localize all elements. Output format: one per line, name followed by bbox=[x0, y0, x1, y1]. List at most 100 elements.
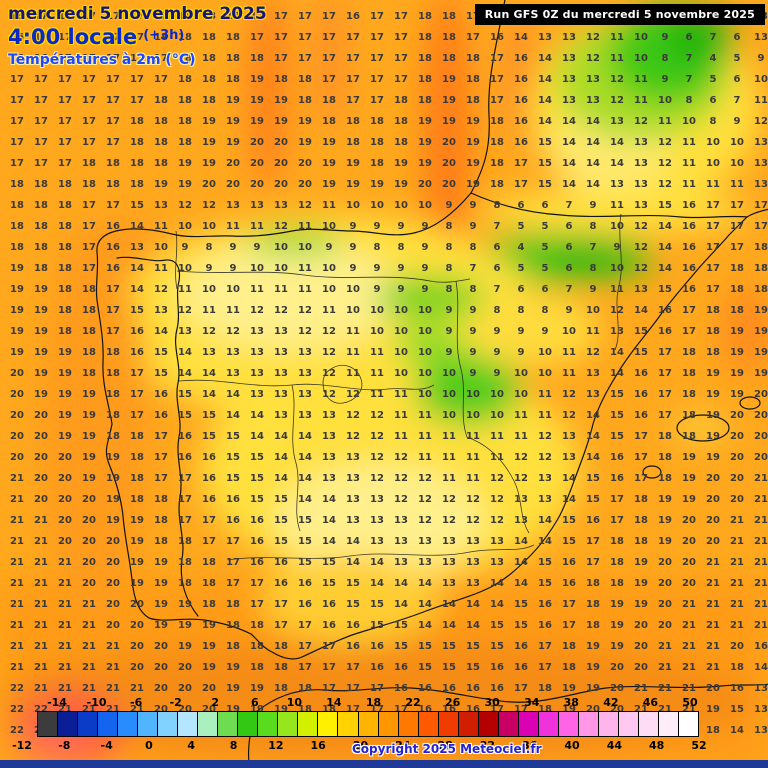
temp-value: 19 bbox=[226, 116, 240, 127]
temp-value: 21 bbox=[82, 704, 96, 715]
temp-value: 9 bbox=[397, 221, 405, 232]
temp-value: 20 bbox=[586, 704, 600, 715]
temp-value: 17 bbox=[298, 11, 312, 22]
temp-value: 22 bbox=[10, 725, 24, 736]
temp-value: 19 bbox=[82, 473, 96, 484]
temp-value: 17 bbox=[394, 74, 408, 85]
temp-value: 13 bbox=[322, 473, 336, 484]
temp-value: 14 bbox=[754, 662, 768, 673]
temp-value: 11 bbox=[490, 431, 504, 442]
temp-value: 12 bbox=[250, 305, 264, 316]
temp-value: 19 bbox=[154, 179, 168, 190]
temp-value: 17 bbox=[34, 116, 48, 127]
temp-value: 15 bbox=[178, 389, 192, 400]
temp-value: 17 bbox=[490, 704, 504, 715]
temp-value: 17 bbox=[130, 389, 144, 400]
temp-value: 20 bbox=[442, 137, 456, 148]
temp-value: 13 bbox=[394, 515, 408, 526]
temp-value: 12 bbox=[154, 284, 168, 295]
temp-value: 14 bbox=[130, 284, 144, 295]
temp-value: 8 bbox=[373, 242, 381, 253]
temp-value: 16 bbox=[250, 515, 264, 526]
temp-value: 18 bbox=[562, 641, 576, 652]
temp-value: 19 bbox=[682, 494, 696, 505]
temp-value: 17 bbox=[274, 599, 288, 610]
temp-value: 14 bbox=[130, 263, 144, 274]
temp-value: 11 bbox=[322, 200, 336, 211]
temp-value: 18 bbox=[394, 95, 408, 106]
temp-value: 14 bbox=[490, 578, 504, 589]
temp-value: 19 bbox=[250, 704, 264, 715]
temp-value: 18 bbox=[58, 263, 72, 274]
temp-value: 16 bbox=[610, 452, 624, 463]
temp-value: 16 bbox=[250, 557, 264, 568]
temp-value: 10 bbox=[346, 200, 360, 211]
temp-value: 17 bbox=[322, 662, 336, 673]
temp-value: 9 bbox=[757, 53, 765, 64]
temp-value: 21 bbox=[682, 620, 696, 631]
temp-value: 13 bbox=[418, 557, 432, 568]
temp-value: 17 bbox=[82, 242, 96, 253]
temp-value: 9 bbox=[349, 221, 357, 232]
temp-value: 20 bbox=[178, 725, 192, 736]
temp-value: 19 bbox=[682, 452, 696, 463]
temp-value: 14 bbox=[538, 536, 552, 547]
temp-value: 17 bbox=[490, 95, 504, 106]
temp-value: 11 bbox=[682, 158, 696, 169]
temp-value: 14 bbox=[298, 494, 312, 505]
temp-value: 16 bbox=[130, 347, 144, 358]
temp-value: 9 bbox=[565, 305, 573, 316]
temp-value: 18 bbox=[706, 326, 720, 337]
temp-value: 17 bbox=[82, 53, 96, 64]
temp-value: 13 bbox=[154, 305, 168, 316]
temp-value: 19 bbox=[154, 578, 168, 589]
temp-value: 12 bbox=[202, 200, 216, 211]
temp-value: 15 bbox=[442, 662, 456, 673]
temp-value: 15 bbox=[442, 641, 456, 652]
temp-value: 21 bbox=[58, 641, 72, 652]
temp-value: 21 bbox=[34, 662, 48, 673]
temp-value: 12 bbox=[538, 431, 552, 442]
temp-value: 19 bbox=[370, 179, 384, 190]
temp-value: 11 bbox=[394, 431, 408, 442]
temp-value: 19 bbox=[466, 158, 480, 169]
temp-value: 18 bbox=[58, 221, 72, 232]
temp-value: 11 bbox=[394, 410, 408, 421]
temp-value: 16 bbox=[490, 662, 504, 673]
temp-value: 20 bbox=[82, 578, 96, 589]
temp-value: 15 bbox=[538, 179, 552, 190]
temp-value: 17 bbox=[490, 74, 504, 85]
temp-value: 6 bbox=[517, 200, 525, 211]
temp-value: 14 bbox=[730, 725, 744, 736]
temp-value: 10 bbox=[346, 284, 360, 295]
temp-value: 20 bbox=[130, 662, 144, 673]
portugal-spain-border bbox=[116, 256, 199, 617]
temp-value: 14 bbox=[538, 95, 552, 106]
temp-value: 15 bbox=[538, 578, 552, 589]
temp-value: 17 bbox=[562, 599, 576, 610]
temp-value: 17 bbox=[154, 53, 168, 64]
temp-value: 18 bbox=[178, 32, 192, 43]
temp-value: 10 bbox=[202, 284, 216, 295]
temp-value: 10 bbox=[706, 158, 720, 169]
temp-value: 18 bbox=[418, 95, 432, 106]
temp-value: 17 bbox=[82, 200, 96, 211]
temp-value: 18 bbox=[682, 368, 696, 379]
temp-value: 12 bbox=[490, 473, 504, 484]
temp-value: 17 bbox=[610, 515, 624, 526]
temp-value: 20 bbox=[154, 662, 168, 673]
temp-value: 17 bbox=[58, 137, 72, 148]
temp-value: 6 bbox=[565, 263, 573, 274]
temp-value: 18 bbox=[202, 53, 216, 64]
temp-value: 17 bbox=[82, 95, 96, 106]
temp-value: 18 bbox=[418, 53, 432, 64]
temp-value: 14 bbox=[322, 515, 336, 526]
temp-value: 16 bbox=[634, 389, 648, 400]
temp-value: 9 bbox=[373, 284, 381, 295]
temp-value: 18 bbox=[634, 536, 648, 547]
temp-value: 20 bbox=[418, 179, 432, 190]
temp-value: 21 bbox=[754, 578, 768, 589]
temp-value: 20 bbox=[250, 179, 264, 190]
temp-value: 20 bbox=[682, 578, 696, 589]
